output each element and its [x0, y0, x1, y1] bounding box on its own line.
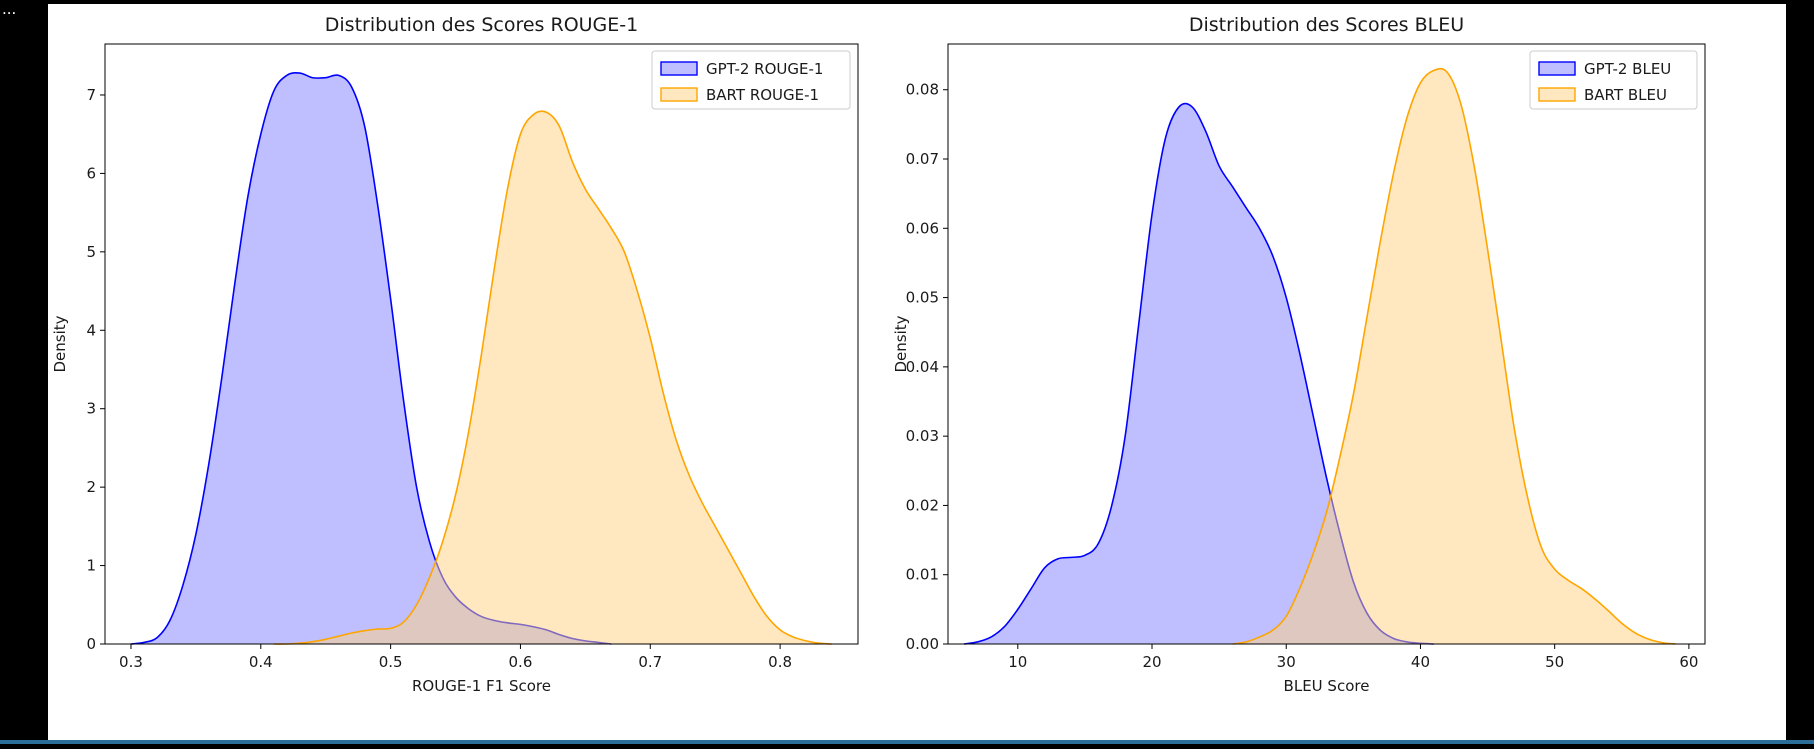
bleu-y-tick-label: 0.02 [906, 496, 939, 514]
rouge-y-tick-label: 5 [86, 243, 96, 261]
rouge-x-axis-label: ROUGE-1 F1 Score [412, 677, 551, 695]
rouge-chart-panel: 0.3 0.4 0.5 0.6 0.7 0.8 0 1 2 3 4 5 6 7 Distribution d… [51, 14, 859, 695]
rouge-y-tick-label: 4 [86, 321, 96, 339]
bart-bleu-density-area [1232, 68, 1676, 645]
legend-label-gpt-2-rouge-1: GPT-2 ROUGE-1 [706, 60, 823, 78]
bleu-legend: GPT-2 BLEU BART BLEU [1529, 50, 1698, 110]
rouge-x-tick-label: 0.8 [768, 653, 792, 671]
bleu-x-tick-label: 10 [1008, 653, 1027, 671]
legend-label-bart-bleu: BART BLEU [1584, 86, 1667, 104]
rouge-legend-box [651, 50, 851, 110]
rouge-y-tick-label: 1 [86, 557, 96, 575]
gpt-2-bleu-density-area [964, 103, 1434, 644]
legend-label-gpt-2-bleu: GPT-2 BLEU [1584, 60, 1671, 78]
bleu-x-axis-label: BLEU Score [1284, 677, 1370, 695]
rouge-legend: GPT-2 ROUGE-1 BART ROUGE-1 [651, 50, 851, 110]
bleu-y-tick-label: 0.07 [906, 150, 939, 168]
legend-swatch-bart-rouge-1 [660, 87, 698, 102]
bleu-x-tick-label: 40 [1411, 653, 1430, 671]
rouge-y-tick-label: 6 [86, 164, 96, 182]
rouge-x-tick-label: 0.7 [638, 653, 662, 671]
rouge-x-tick-label: 0.6 [509, 653, 533, 671]
figure: 0.3 0.4 0.5 0.6 0.7 0.8 0 1 2 3 4 5 6 7 Distribution d… [48, 4, 1786, 740]
rouge-x-tick-label: 0.5 [379, 653, 403, 671]
rouge-x-tick-label: 0.4 [249, 653, 273, 671]
rouge-axes-frame [104, 43, 859, 645]
rouge-x-tick-label: 0.3 [119, 653, 143, 671]
bleu-axes-frame [947, 43, 1706, 645]
bleu-y-axis-label: Density [892, 315, 910, 372]
rouge-y-tick-label: 2 [86, 478, 96, 496]
bleu-chart-title: Distribution des Scores BLEU [1189, 14, 1464, 36]
output-area-border [0, 740, 1814, 744]
bleu-y-tick-label: 0.03 [906, 427, 939, 445]
output-prompt-ellipsis[interactable]: ... [2, 0, 17, 18]
bart-rouge-1-density-area [273, 111, 833, 645]
legend-swatch-gpt-2-rouge-1 [660, 61, 698, 76]
gpt-2-rouge-1-density-area [130, 72, 612, 645]
bleu-y-tick-label: 0.05 [906, 289, 939, 307]
bleu-y-tick-label: 0.04 [906, 358, 939, 376]
rouge-y-tick-label: 3 [86, 400, 96, 418]
bleu-x-tick-label: 30 [1277, 653, 1296, 671]
bleu-y-tick-label: 0.06 [906, 219, 939, 237]
legend-label-bart-rouge-1: BART ROUGE-1 [706, 86, 819, 104]
rouge-y-tick-label: 7 [86, 86, 96, 104]
bleu-y-tick-label: 0.01 [906, 566, 939, 584]
rouge-y-tick-label: 0 [86, 635, 96, 653]
legend-swatch-bart-bleu [1538, 87, 1576, 102]
bart-rouge-1-density-line [273, 110, 833, 645]
bleu-y-tick-label: 0.08 [906, 81, 939, 99]
figure-canvas: 0.3 0.4 0.5 0.6 0.7 0.8 0 1 2 3 4 5 6 7 Distribution d… [51, 14, 1706, 695]
bart-bleu-density-line [1232, 67, 1676, 645]
legend-swatch-gpt-2-bleu [1538, 61, 1576, 76]
bleu-x-tick-label: 60 [1679, 653, 1698, 671]
rouge-chart-title: Distribution des Scores ROUGE-1 [325, 14, 638, 36]
bleu-x-tick-label: 20 [1142, 653, 1161, 671]
rouge-y-axis-label: Density [51, 315, 69, 372]
bleu-chart-panel: 10 20 30 40 50 60 0.00 0.01 0.02 0.03 0.04 0.05 0.06… [892, 14, 1706, 695]
bleu-x-tick-label: 50 [1545, 653, 1564, 671]
bleu-y-tick-label: 0.00 [906, 635, 939, 653]
